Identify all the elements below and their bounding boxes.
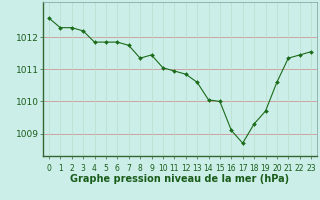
X-axis label: Graphe pression niveau de la mer (hPa): Graphe pression niveau de la mer (hPa) (70, 174, 290, 184)
